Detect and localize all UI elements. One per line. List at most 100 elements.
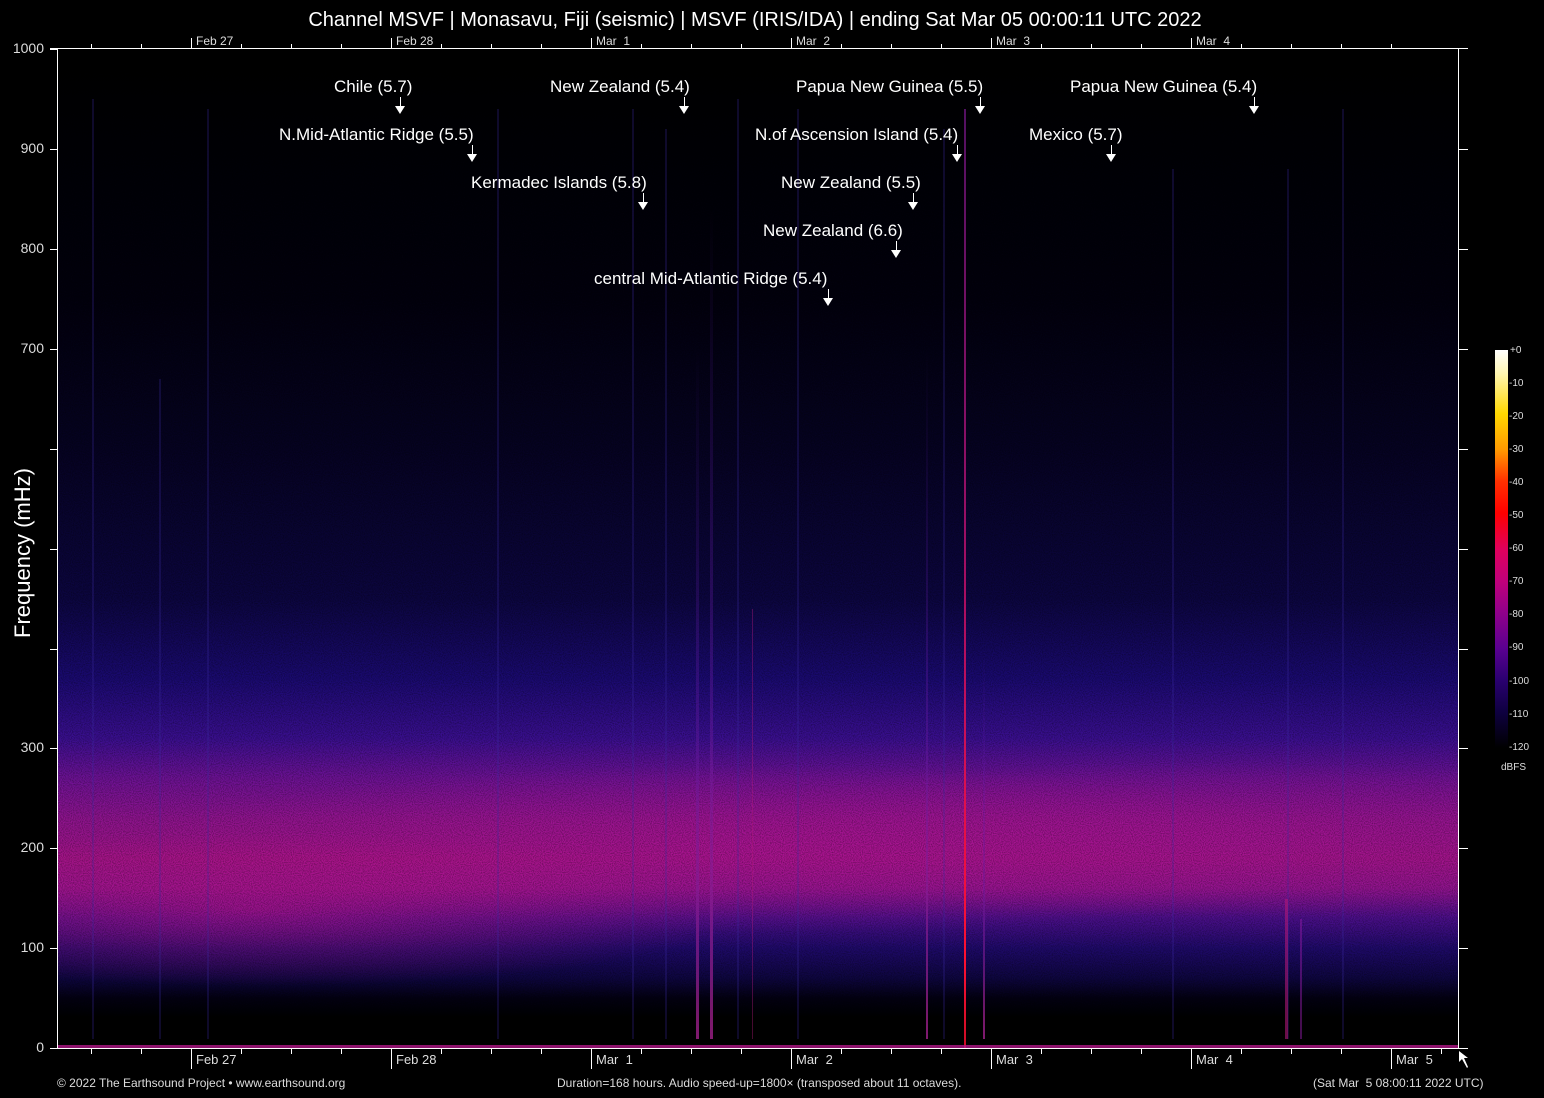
x-tick — [341, 1049, 342, 1054]
x-tick — [291, 44, 292, 48]
event-arrow-stem — [1111, 145, 1112, 154]
event-arrow-icon — [395, 106, 405, 114]
y-axis-left — [57, 49, 58, 1049]
y-tick — [50, 549, 57, 550]
spectrogram-plot — [58, 49, 1458, 1048]
y-axis-right — [1458, 49, 1459, 1049]
event-label: N.of Ascension Island (5.4) — [755, 125, 959, 144]
colorbar-tick-label: -100 — [1509, 676, 1530, 687]
x-tick-label: Mar 1 — [596, 34, 631, 48]
event-arrow-stem — [472, 145, 473, 154]
colorbar-tick-label: -40 — [1509, 477, 1524, 488]
x-tick — [941, 1049, 942, 1054]
event-label: central Mid-Atlantic Ridge (5.4) — [594, 269, 828, 288]
y-tick-label: 200 — [20, 839, 44, 855]
y-tick — [1459, 748, 1468, 749]
duration-info: Duration=168 hours. Audio speed-up=1800×… — [557, 1076, 962, 1090]
x-tick-label: Mar 3 — [996, 1052, 1033, 1067]
x-tick — [1291, 1049, 1292, 1054]
y-tick-label: 1000 — [12, 40, 44, 56]
x-tick-label: Mar 2 — [796, 34, 831, 48]
x-tick — [241, 1049, 242, 1054]
event-label: New Zealand (5.5) — [781, 173, 921, 192]
x-tick — [1291, 44, 1292, 48]
chart-title: Channel MSVF | Monasavu, Fiji (seismic) … — [308, 9, 1202, 31]
x-tick — [1241, 1049, 1242, 1054]
colorbar-tick-label: -80 — [1509, 609, 1524, 620]
x-tick-label: Mar 4 — [1196, 1052, 1233, 1067]
x-tick — [841, 1049, 842, 1054]
x-tick-major — [191, 38, 192, 48]
x-tick-label: Feb 28 — [396, 1052, 437, 1067]
x-tick — [1341, 1049, 1342, 1054]
event-arrow-icon — [638, 202, 648, 210]
x-tick — [941, 44, 942, 48]
event-label: Kermadec Islands (5.8) — [471, 173, 647, 192]
colorbar-unit: dBFS — [1501, 762, 1527, 773]
y-tick — [50, 149, 57, 150]
x-tick-label: Feb 27 — [196, 1052, 237, 1067]
x-tick — [1391, 44, 1392, 48]
y-tick — [1459, 549, 1468, 550]
x-tick — [1441, 1049, 1442, 1054]
event-arrow-stem — [913, 193, 914, 202]
y-tick-label: 100 — [20, 939, 44, 955]
y-tick — [1459, 349, 1468, 350]
colorbar-tick-label: -70 — [1509, 576, 1524, 587]
event-label: New Zealand (6.6) — [763, 221, 903, 240]
y-tick — [50, 948, 57, 949]
event-arrow-stem — [980, 97, 981, 106]
event-arrow-stem — [828, 289, 829, 298]
x-tick — [641, 1049, 642, 1054]
y-tick — [50, 249, 57, 250]
x-tick — [91, 1049, 92, 1054]
x-tick — [841, 44, 842, 48]
cursor-icon — [1459, 1051, 1468, 1068]
x-tick — [891, 44, 892, 48]
x-tick — [1041, 1049, 1042, 1054]
x-tick-major — [591, 38, 592, 48]
y-tick — [50, 349, 57, 350]
colorbar — [1495, 350, 1508, 748]
x-tick-label: Feb 27 — [196, 34, 234, 48]
x-tick — [641, 44, 642, 48]
x-tick — [91, 44, 92, 48]
x-tick — [1141, 1049, 1142, 1054]
x-tick — [1091, 44, 1092, 48]
event-arrow-stem — [957, 145, 958, 154]
colorbar-tick-label: -110 — [1509, 709, 1529, 720]
event-arrow-icon — [908, 202, 918, 210]
x-tick — [891, 1049, 892, 1054]
x-tick — [441, 1049, 442, 1054]
colorbar-tick-label: -90 — [1509, 642, 1524, 653]
y-tick-label: 0 — [36, 1039, 44, 1055]
y-tick-label: 800 — [20, 240, 44, 256]
x-tick — [741, 1049, 742, 1054]
event-arrow-icon — [952, 154, 962, 162]
y-tick-label: 900 — [20, 140, 44, 156]
event-arrow-icon — [975, 106, 985, 114]
y-tick-label: 300 — [20, 739, 44, 755]
y-tick-label: 700 — [20, 340, 44, 356]
event-arrow-stem — [1254, 97, 1255, 106]
y-tick — [1459, 848, 1468, 849]
x-tick — [241, 44, 242, 48]
x-tick — [1141, 44, 1142, 48]
y-tick — [50, 49, 57, 50]
event-label: Mexico (5.7) — [1029, 125, 1123, 144]
event-arrow-stem — [400, 97, 401, 106]
x-tick — [741, 44, 742, 48]
y-tick — [1459, 449, 1468, 450]
x-tick-label: Mar 2 — [796, 1052, 833, 1067]
colorbar-tick-label: +0 — [1510, 345, 1522, 356]
x-tick-major — [1391, 1049, 1392, 1069]
x-tick-label: Mar 5 — [1396, 1052, 1433, 1067]
x-tick — [491, 44, 492, 48]
event-arrow-icon — [1106, 154, 1116, 162]
event-arrow-stem — [684, 97, 685, 106]
y-tick — [50, 449, 57, 450]
x-tick-label: Mar 4 — [1196, 34, 1231, 48]
x-tick — [691, 44, 692, 48]
x-tick-major — [1191, 1049, 1192, 1069]
colorbar-tick-label: -10 — [1509, 378, 1524, 389]
